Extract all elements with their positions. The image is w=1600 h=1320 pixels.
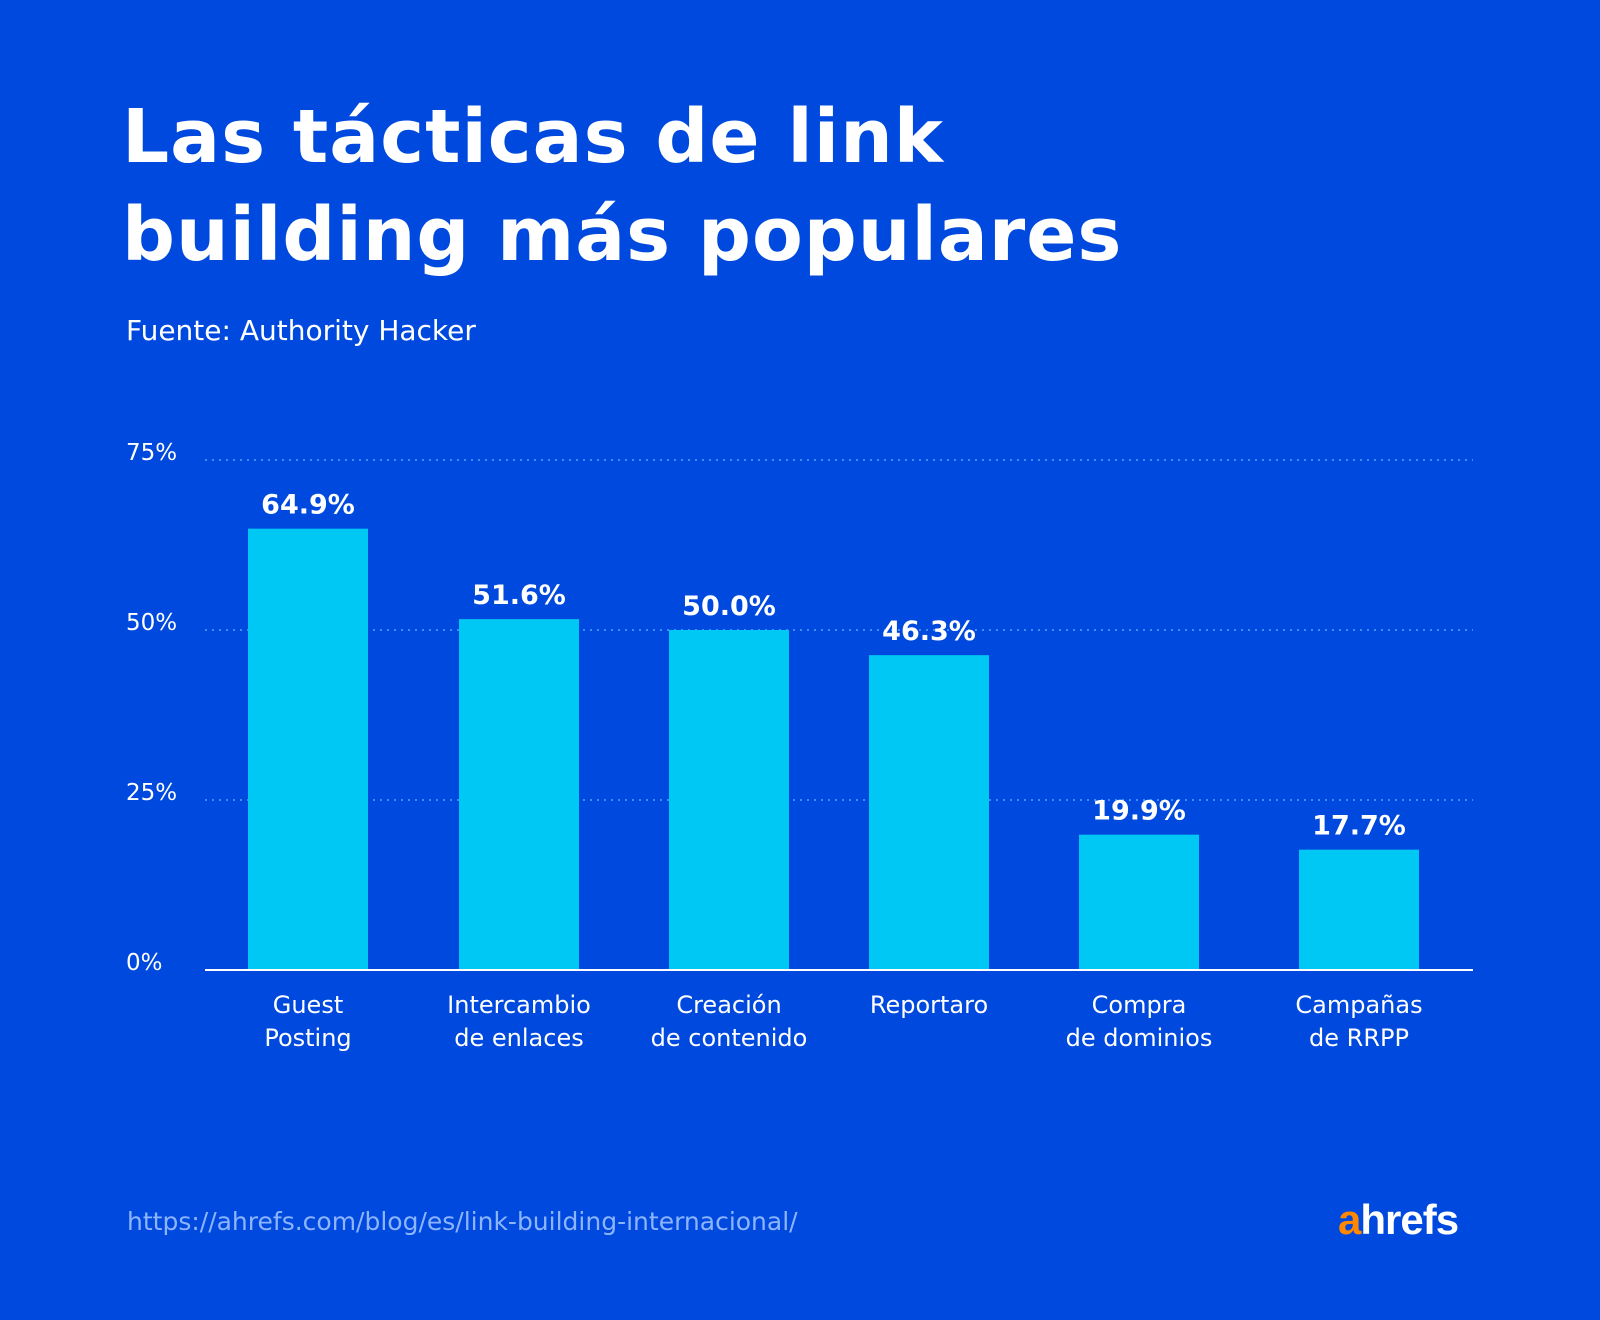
category-label: Campañas [1295,991,1422,1019]
category-label: Intercambio [447,991,591,1019]
bar [1299,849,1419,970]
bar [869,655,989,970]
category-label: Creación [676,991,781,1019]
data-label: 17.7% [1312,811,1406,842]
category-label: de enlaces [454,1024,583,1052]
ahrefs-logo: ahrefs [1338,1196,1459,1243]
data-label: 50.0% [682,591,776,622]
y-tick-label: 75% [126,440,177,466]
source-url[interactable]: https://ahrefs.com/blog/es/link-building… [127,1207,798,1236]
y-tick-label: 50% [126,610,177,636]
data-label: 51.6% [472,580,566,611]
data-label: 19.9% [1092,796,1186,827]
bar [1079,834,1199,970]
chart-title: Las tácticas de link building más popula… [122,88,1222,284]
category-label: Posting [264,1024,351,1052]
category-label: de dominios [1066,1024,1213,1052]
data-label: 64.9% [261,490,355,521]
category-label: Guest [273,991,344,1019]
data-label: 46.3% [882,616,976,647]
title-line-2: building más populares [122,192,1123,278]
chart-subtitle: Fuente: Authority Hacker [126,314,476,347]
bar [459,619,579,970]
bar [248,528,368,970]
y-tick-label: 25% [126,780,177,806]
category-label: Reportaro [870,991,988,1019]
bar [669,630,789,970]
title-line-1: Las tácticas de link [122,94,944,180]
y-tick-label: 0% [126,950,163,976]
category-label: Compra [1092,991,1187,1019]
category-label: de RRPP [1309,1024,1409,1052]
category-label: de contenido [651,1024,808,1052]
